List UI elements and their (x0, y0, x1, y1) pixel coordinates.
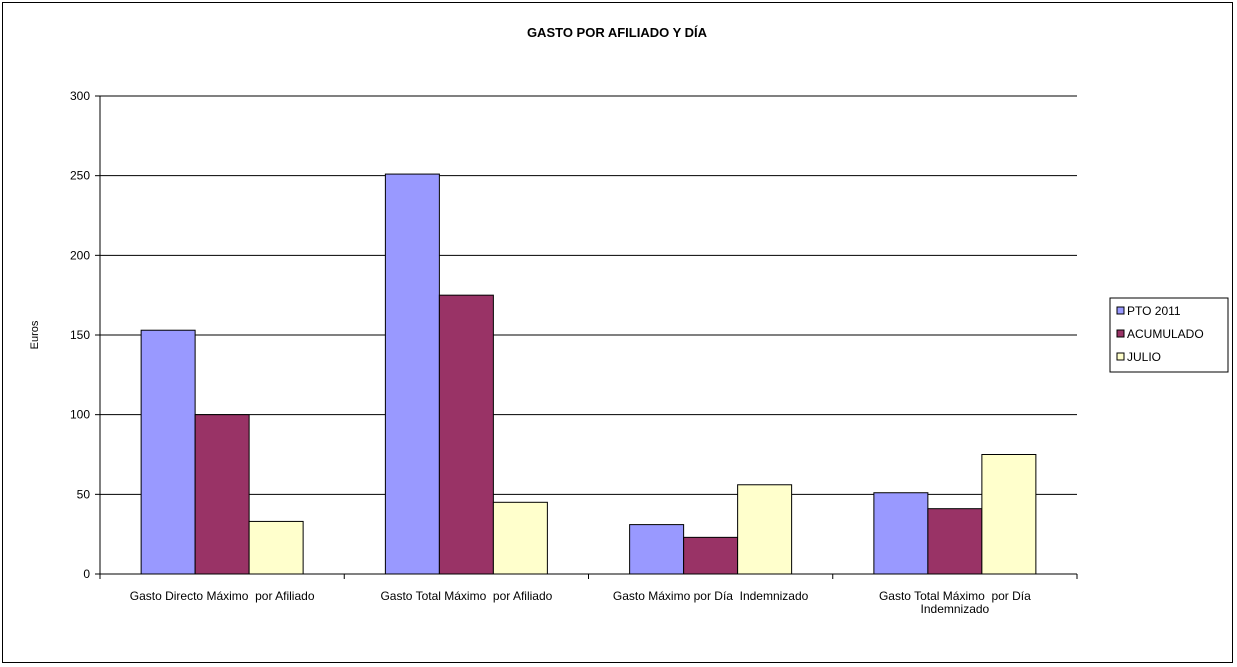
bar-pto-2011 (140, 329, 196, 575)
bar-julio (492, 501, 548, 575)
legend-label: ACUMULADO (1127, 327, 1204, 341)
x-category-label: Gasto Total Máximo por Día (879, 589, 1031, 603)
y-axis-title: Euros (29, 320, 41, 349)
legend-swatch (1116, 306, 1125, 315)
y-tick-label: 250 (70, 169, 90, 183)
y-tick-label: 200 (70, 248, 90, 262)
y-tick-label: 150 (70, 328, 90, 342)
bar-acumulado (683, 536, 739, 575)
legend-label: JULIO (1127, 350, 1161, 364)
legend-box (1109, 297, 1229, 373)
legend-label: PTO 2011 (1127, 304, 1181, 318)
bar-pto-2011 (873, 492, 929, 575)
bar-pto-2011 (629, 524, 685, 575)
bar-julio (737, 484, 793, 575)
bar-pto-2011 (384, 173, 440, 575)
bar-acumulado (194, 414, 250, 575)
bar-acumulado (927, 508, 983, 575)
y-tick-label: 300 (70, 89, 90, 103)
x-category-label: Indemnizado (921, 602, 990, 616)
y-tick-label: 50 (77, 487, 91, 501)
x-category-label: Gasto Máximo por Día Indemnizado (613, 589, 809, 603)
chart-title: GASTO POR AFILIADO Y DÍA (527, 25, 708, 40)
bar-julio (248, 520, 304, 575)
bar-julio (981, 454, 1037, 575)
y-tick-label: 100 (70, 408, 90, 422)
x-category-label: Gasto Total Máximo por Afiliado (380, 589, 552, 603)
legend-swatch (1116, 329, 1125, 338)
y-tick-label: 0 (83, 567, 90, 581)
x-category-label: Gasto Directo Máximo por Afiliado (130, 589, 315, 603)
legend-swatch (1116, 352, 1125, 361)
bar-acumulado (438, 294, 494, 575)
